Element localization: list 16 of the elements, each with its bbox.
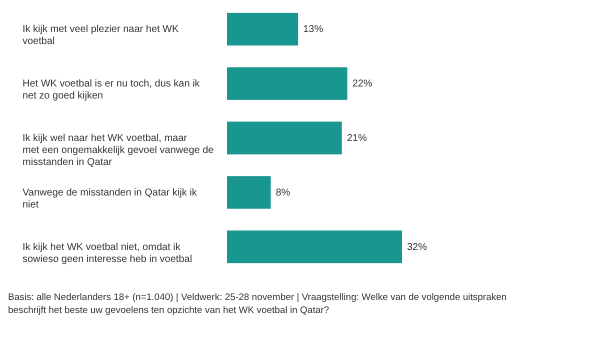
bar: [227, 230, 402, 264]
data-label: 13%: [303, 24, 324, 36]
bar: [227, 12, 298, 46]
data-label: 32%: [407, 242, 428, 253]
bar: [227, 67, 348, 100]
data-label: 22%: [352, 78, 372, 90]
y-tick-label: Vanwege de misstanden in Qatar kijk ik niet: [22, 187, 198, 210]
bar: [227, 176, 271, 209]
data-label: 8%: [276, 187, 290, 198]
bar: [227, 122, 342, 154]
y-tick-label: Ik kijk het WK voetbal niet, omdat ik sowieso geen interesse heb in voetbal: [22, 242, 192, 265]
text: Basis: alle Nederlanders 18+ (n=1.040) | Veldwerk: 25-28 november | Vraagstelling: Welke van de volgende uitspraken beschrijft het beste uw gevoelens ten opzichte van het WK voetbal in Qatar?: [8, 292, 507, 316]
data-label: 21%: [346, 133, 367, 144]
y-tick-label: Het WK voetbal is er nu toch, dus kan ik net zo goed kijken: [22, 78, 201, 102]
y-tick-label: Ik kijk met veel plezier naar het WK voetbal: [22, 24, 179, 48]
y-tick-label: Ik kijk wel naar het WK voetbal, maar met een ongemakkelijk gevoel vanwege de misstanden in Qatar: [22, 133, 214, 168]
